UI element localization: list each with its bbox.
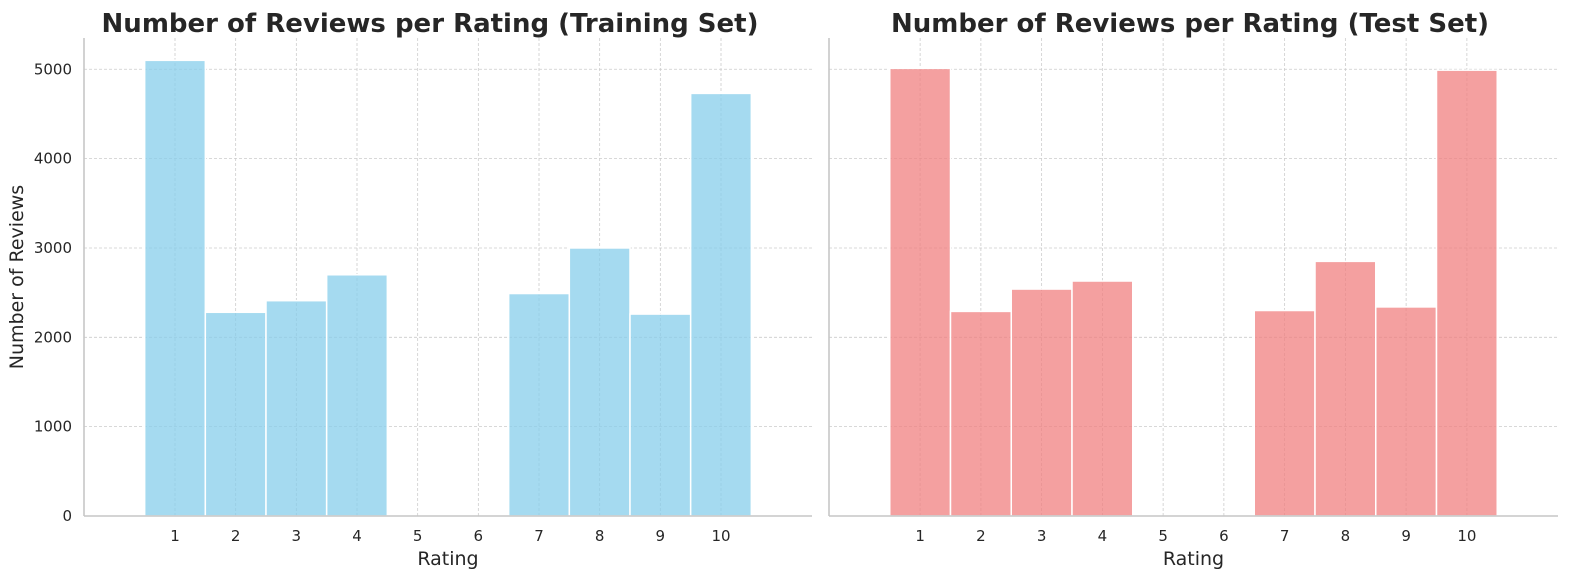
x-tick-label: 5 (1158, 527, 1168, 545)
bar (1435, 69, 1498, 517)
bar (1010, 288, 1073, 517)
bars (143, 59, 753, 517)
x-tick-label: 7 (534, 527, 544, 545)
bar (1314, 260, 1377, 517)
bar (949, 310, 1012, 517)
y-tick-label: 3000 (34, 239, 72, 257)
x-axis-label: Rating (1163, 548, 1224, 570)
bar (1071, 280, 1134, 517)
bar (689, 92, 753, 517)
x-tick-label: 3 (292, 527, 302, 545)
bar (629, 313, 692, 517)
chart-title: Number of Reviews per Rating (Test Set) (891, 9, 1489, 39)
x-tick-label: 7 (1280, 527, 1290, 545)
x-tick-label: 2 (976, 527, 986, 545)
bar (265, 299, 328, 517)
x-tick-label: 4 (1098, 527, 1108, 545)
x-tick-label: 1 (170, 527, 180, 545)
bar (1253, 309, 1316, 517)
bar (568, 247, 631, 517)
x-tick-label: 8 (595, 527, 605, 545)
x-tick-label: 10 (711, 527, 730, 545)
x-tick-label: 4 (352, 527, 362, 545)
bar (143, 59, 207, 517)
x-tick-label: 2 (231, 527, 241, 545)
x-axis-label: Rating (417, 548, 478, 570)
chart-panel-2: 1 2 3 4 5 6 7 8 9 10 Number of Reviews per Rating … (828, 9, 1558, 570)
bar (889, 67, 952, 517)
x-tick-label: 6 (1219, 527, 1229, 545)
y-tick-label: 2000 (34, 328, 72, 346)
y-tick-label: 1000 (34, 418, 72, 436)
x-tick-label: 9 (1401, 527, 1411, 545)
x-tick-label: 9 (656, 527, 666, 545)
y-axis-label: Number of Reviews (6, 185, 28, 369)
bar (507, 292, 571, 517)
bar (204, 311, 267, 517)
bar (325, 274, 389, 517)
x-tick-label: 6 (474, 527, 484, 545)
x-tick-label: 3 (1037, 527, 1047, 545)
x-tick-label: 5 (413, 527, 423, 545)
bars (889, 67, 1498, 517)
y-tick-label: 4000 (34, 150, 72, 168)
x-tick-label: 1 (915, 527, 925, 545)
y-tick-label: 0 (62, 507, 72, 525)
x-tick-label: 8 (1341, 527, 1351, 545)
x-tick-label: 10 (1457, 527, 1476, 545)
chart-title: Number of Reviews per Rating (Training S… (102, 9, 759, 39)
bar (1375, 306, 1438, 517)
y-tick-label: 5000 (34, 60, 72, 78)
chart-panel-1: 1 2 3 4 5 6 7 8 9 10 0 1000 2000 3000 4000 5000 Number o… (6, 9, 812, 570)
